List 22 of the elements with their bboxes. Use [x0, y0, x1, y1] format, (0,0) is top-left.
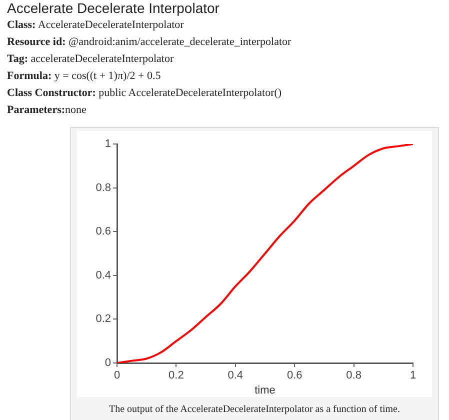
- x-tick-label: 1: [410, 370, 416, 382]
- y-tick-label: 0.4: [96, 269, 111, 282]
- text: Class: AccelerateDecelerateInterpolator: [7, 19, 184, 31]
- line-series: [117, 144, 413, 363]
- chart-title: Accelerate Decelerate Interpolator: [7, 0, 220, 16]
- y-tick-label: 0.2: [96, 313, 111, 326]
- x-axis-title: time: [254, 384, 276, 396]
- x-tick-label: 0.4: [228, 370, 244, 382]
- text: Formula: y = cos((t + 1)π)/2 + 0.5: [7, 70, 161, 82]
- x-tick-label: 0.8: [346, 370, 362, 382]
- x-tick-label: 0: [114, 370, 120, 382]
- x-tick-label: 0.6: [286, 370, 302, 382]
- text: The output of the AccelerateDecelerateInterpolator as a function of time.: [108, 404, 401, 415]
- text: Class Constructor: public AccelerateDecelerateInterpolator(): [7, 87, 282, 99]
- y-tick-label: 0.6: [96, 226, 111, 238]
- y-tick-label: 1: [104, 138, 111, 150]
- text: Tag: accelerateDecelerateInterpolator: [7, 53, 174, 65]
- y-tick-label: 0: [104, 357, 111, 370]
- text: Resource id: @android:anim/accelerate_decelerate_interpolator: [7, 36, 292, 48]
- y-tick-label: 0.8: [96, 182, 111, 194]
- x-tick-label: 0.2: [168, 370, 184, 382]
- text: Parameters:none: [7, 104, 86, 116]
